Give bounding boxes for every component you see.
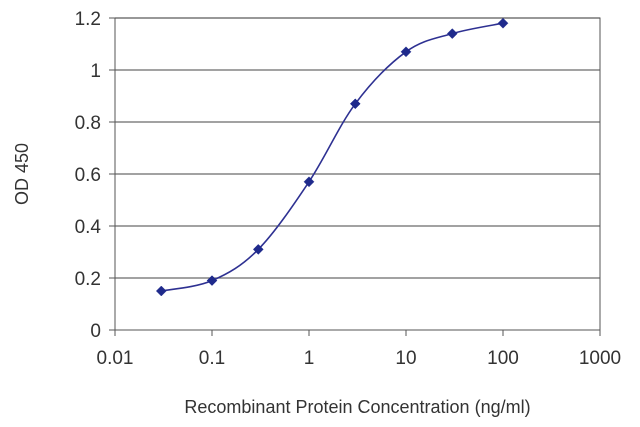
y-tick-label: 0 bbox=[90, 321, 101, 342]
x-tick-label: 1 bbox=[304, 348, 315, 369]
x-tick-label: 10 bbox=[395, 348, 416, 369]
data-point bbox=[303, 176, 315, 188]
y-tick-label: 0.2 bbox=[75, 269, 101, 290]
y-tick-label: 1 bbox=[90, 61, 101, 82]
data-point bbox=[252, 244, 264, 255]
data-point bbox=[400, 46, 412, 58]
data-point bbox=[349, 98, 361, 110]
data-points bbox=[155, 17, 509, 297]
data-point bbox=[206, 275, 218, 286]
data-point bbox=[497, 17, 509, 29]
x-tick-label: 0.01 bbox=[97, 348, 134, 369]
y-tick-label: 0.8 bbox=[75, 113, 101, 134]
data-point bbox=[155, 285, 167, 297]
y-tick-label: 0.6 bbox=[75, 165, 101, 186]
y-axis-ticks: 0 0.2 0.4 0.6 0.8 1 1.2 bbox=[75, 9, 115, 342]
y-axis-title: OD 450 bbox=[12, 143, 32, 205]
x-axis-ticks: 0.01 0.1 1 10 100 1000 bbox=[97, 330, 621, 369]
y-tick-label: 0.4 bbox=[75, 217, 102, 238]
x-axis-title: Recombinant Protein Concentration (ng/ml… bbox=[184, 397, 530, 417]
data-point bbox=[446, 28, 458, 39]
x-tick-label: 0.1 bbox=[199, 348, 225, 369]
grid-lines bbox=[115, 17, 600, 279]
series-curve bbox=[161, 22, 504, 292]
x-tick-label: 1000 bbox=[579, 348, 621, 369]
x-tick-label: 100 bbox=[487, 348, 519, 369]
y-tick-label: 1.2 bbox=[75, 9, 101, 30]
